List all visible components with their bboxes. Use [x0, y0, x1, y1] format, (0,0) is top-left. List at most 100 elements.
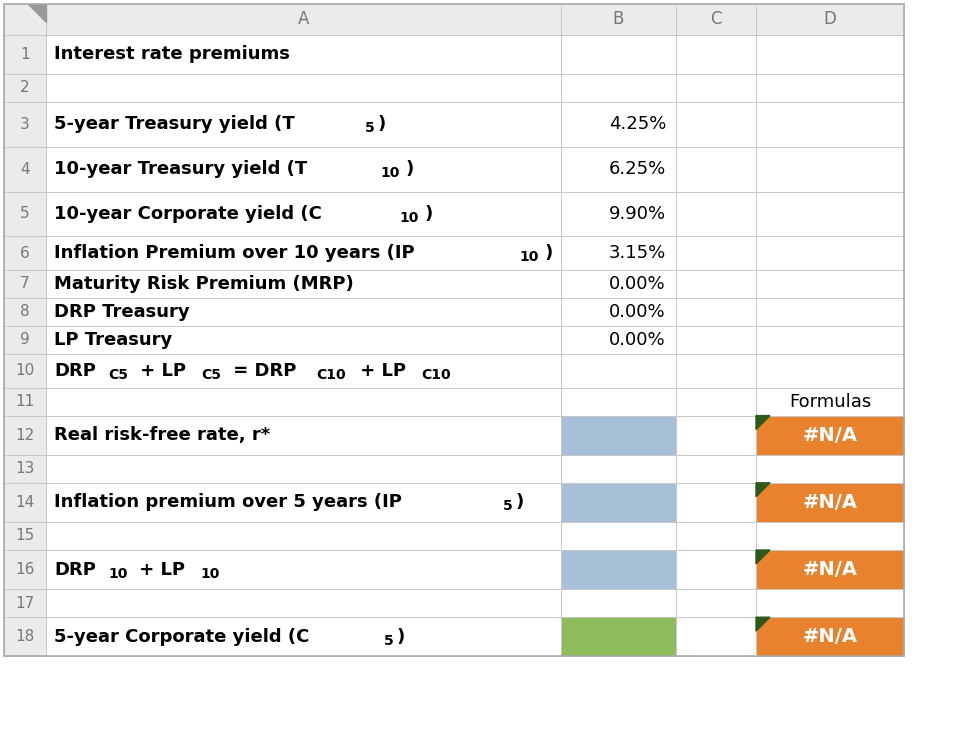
Bar	[561, 237, 676, 270]
Bar	[676, 270, 756, 298]
Polygon shape	[756, 416, 770, 429]
Bar	[46, 354, 561, 388]
Bar	[561, 589, 676, 617]
Bar	[756, 483, 904, 522]
Bar	[561, 270, 676, 298]
Bar	[4, 483, 46, 522]
Text: ): )	[544, 244, 553, 262]
Bar	[561, 35, 676, 74]
Bar	[46, 416, 561, 455]
Text: 17: 17	[15, 596, 34, 611]
Text: 5: 5	[383, 634, 393, 648]
Bar	[676, 416, 756, 455]
Bar	[756, 4, 904, 35]
Bar	[676, 35, 756, 74]
Bar	[561, 522, 676, 550]
Text: DRP Treasury: DRP Treasury	[54, 303, 189, 321]
Text: ): )	[378, 116, 385, 133]
Bar	[4, 237, 46, 270]
Bar	[756, 237, 904, 270]
Text: D: D	[823, 11, 836, 29]
Text: DRP: DRP	[54, 362, 96, 380]
Bar	[46, 35, 561, 74]
Text: 10-year Treasury yield (T: 10-year Treasury yield (T	[54, 160, 307, 178]
Text: 4: 4	[20, 162, 30, 177]
Bar	[46, 4, 561, 35]
Text: DRP: DRP	[54, 561, 96, 578]
Text: 3.15%: 3.15%	[609, 244, 666, 262]
Bar	[756, 74, 904, 102]
Bar	[4, 74, 46, 102]
Text: 0.00%: 0.00%	[609, 331, 666, 349]
Text: 0.00%: 0.00%	[609, 275, 666, 293]
Text: ): )	[405, 160, 414, 178]
Text: ): )	[515, 494, 524, 511]
Bar	[4, 147, 46, 191]
Text: Inflation premium over 5 years (IP: Inflation premium over 5 years (IP	[54, 494, 402, 511]
Bar	[756, 416, 904, 455]
Bar	[46, 388, 561, 416]
Text: 5: 5	[364, 122, 375, 135]
Bar	[756, 147, 904, 191]
Text: #N/A: #N/A	[802, 627, 858, 646]
Text: 5: 5	[20, 206, 30, 222]
Bar	[756, 326, 904, 354]
Text: Real risk-free rate, r*: Real risk-free rate, r*	[54, 426, 271, 445]
Bar	[561, 483, 676, 522]
Bar	[561, 416, 676, 455]
Bar	[4, 326, 46, 354]
Bar	[46, 589, 561, 617]
Bar	[561, 102, 676, 147]
Text: 10: 10	[200, 566, 220, 581]
Text: 5-year Corporate yield (C: 5-year Corporate yield (C	[54, 627, 310, 646]
Bar	[561, 550, 676, 589]
Text: 4.25%: 4.25%	[609, 116, 666, 133]
Text: 8: 8	[20, 305, 30, 320]
Bar	[561, 354, 676, 388]
Polygon shape	[28, 4, 46, 22]
Bar	[4, 550, 46, 589]
Text: 10: 10	[400, 211, 419, 225]
Text: #N/A: #N/A	[802, 560, 858, 579]
Bar	[676, 589, 756, 617]
Text: = DRP: = DRP	[227, 362, 296, 380]
Bar	[4, 270, 46, 298]
Text: #N/A: #N/A	[802, 493, 858, 512]
Bar	[561, 191, 676, 237]
Text: 5-year Treasury yield (T: 5-year Treasury yield (T	[54, 116, 294, 133]
Bar	[4, 522, 46, 550]
Text: LP Treasury: LP Treasury	[54, 331, 172, 349]
Text: ): )	[424, 205, 433, 223]
Text: 1: 1	[20, 47, 30, 62]
Bar	[756, 455, 904, 483]
Text: A: A	[298, 11, 309, 29]
Bar	[4, 589, 46, 617]
Text: 10: 10	[108, 566, 127, 581]
Bar	[4, 191, 46, 237]
Bar	[676, 617, 756, 656]
Bar	[4, 455, 46, 483]
Bar	[46, 237, 561, 270]
Bar	[46, 298, 561, 326]
Bar	[46, 147, 561, 191]
Text: 6.25%: 6.25%	[609, 160, 666, 178]
Text: 10: 10	[15, 364, 34, 378]
Text: 2: 2	[20, 80, 30, 95]
Text: 9: 9	[20, 333, 30, 348]
Polygon shape	[756, 550, 770, 564]
Text: B: B	[613, 11, 624, 29]
Text: 3: 3	[20, 117, 30, 132]
Text: 10-year Corporate yield (C: 10-year Corporate yield (C	[54, 205, 322, 223]
Bar	[46, 550, 561, 589]
Text: C5: C5	[108, 368, 128, 382]
Bar	[46, 326, 561, 354]
Bar	[676, 354, 756, 388]
Text: Inflation Premium over 10 years (IP: Inflation Premium over 10 years (IP	[54, 244, 415, 262]
Text: 0.00%: 0.00%	[609, 303, 666, 321]
Text: 18: 18	[15, 629, 34, 644]
Text: 10: 10	[380, 166, 401, 180]
Text: + LP: + LP	[133, 561, 185, 578]
Text: Maturity Risk Premium (MRP): Maturity Risk Premium (MRP)	[54, 275, 354, 293]
Bar	[756, 589, 904, 617]
Bar	[561, 298, 676, 326]
